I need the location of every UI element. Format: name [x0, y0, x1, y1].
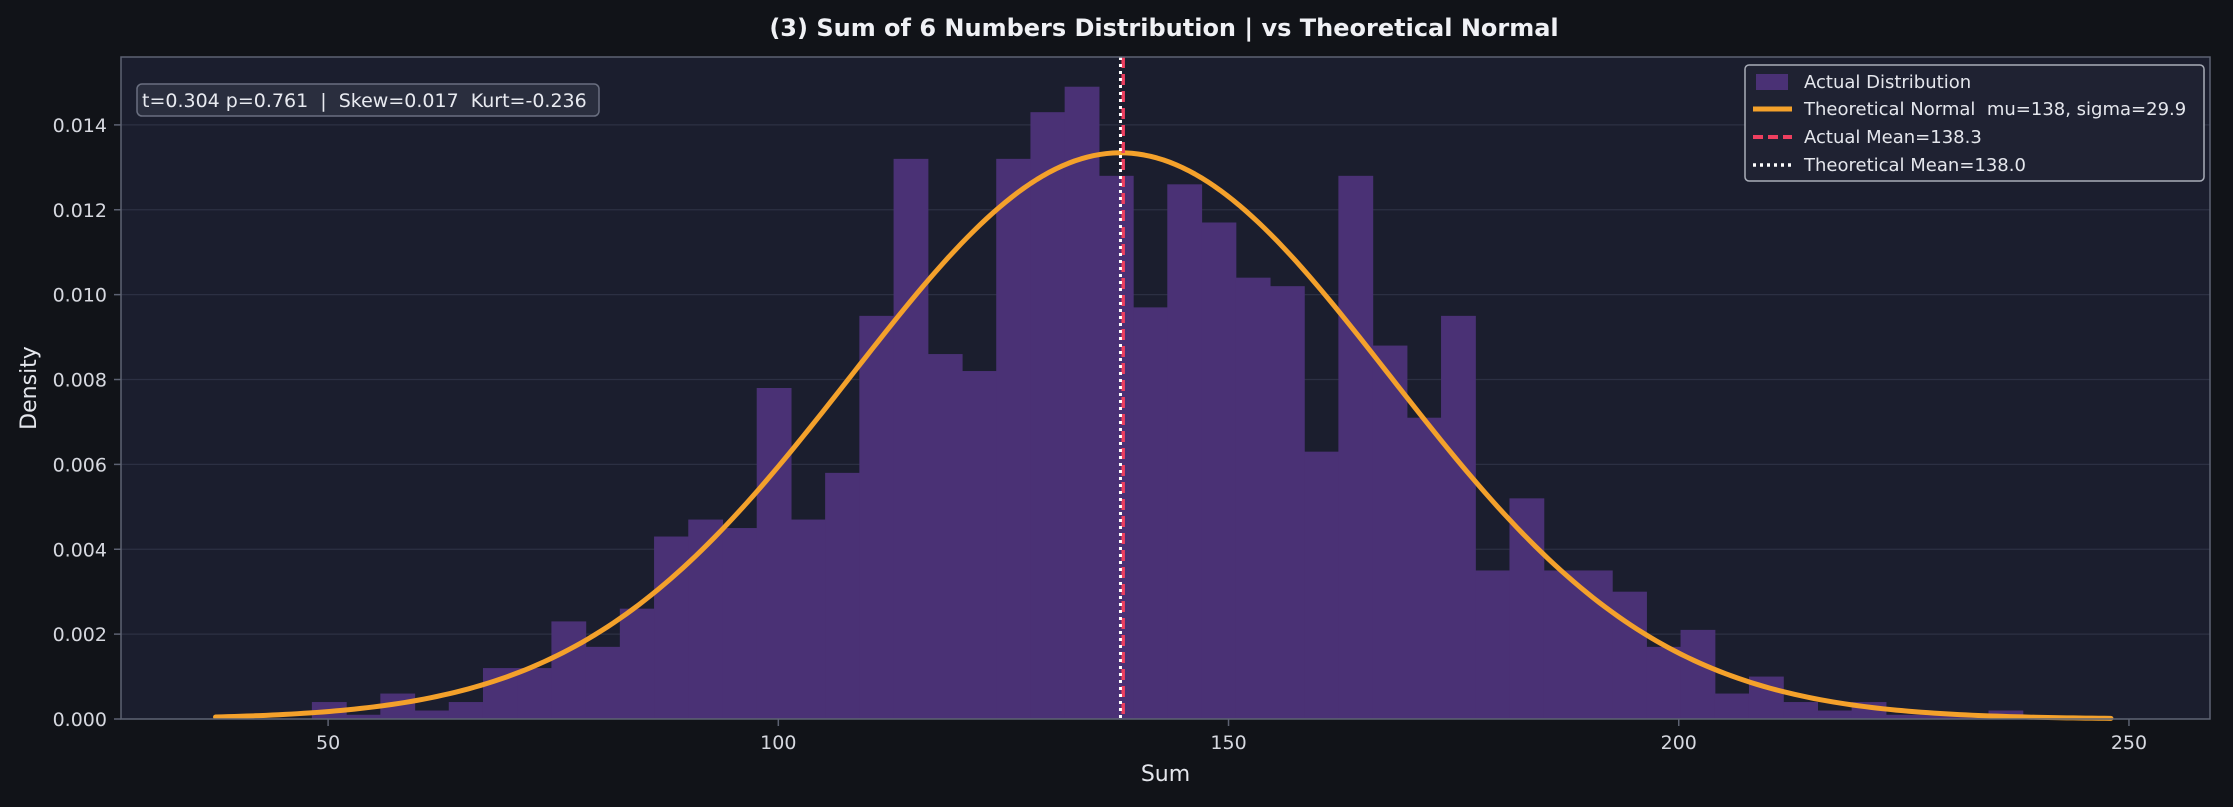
x-tick-label: 50 [316, 732, 340, 754]
histogram-bar [962, 371, 997, 719]
histogram-bar [1680, 629, 1716, 719]
histogram-bar [346, 714, 381, 719]
histogram-bar [1338, 175, 1374, 720]
histogram-bar [1441, 315, 1476, 719]
x-axis-label: Sum [1141, 762, 1190, 787]
histogram-bar [1064, 86, 1100, 719]
histogram-bar [1167, 184, 1203, 720]
histogram-bar [688, 519, 724, 719]
stats-annotation: t=0.304 p=0.761 | Skew=0.017 Kurt=-0.236 [142, 90, 587, 112]
y-tick-label: 0.000 [53, 709, 107, 731]
histogram-bar [1817, 710, 1853, 719]
histogram-bar [619, 608, 655, 719]
histogram-bar [1475, 570, 1511, 719]
histogram-bar [1098, 175, 1134, 720]
x-tick-label: 100 [760, 732, 796, 754]
histogram-bar [1304, 451, 1339, 719]
histogram-bar [1201, 222, 1237, 719]
histogram-bar [1030, 112, 1066, 719]
x-tick-label: 250 [2111, 732, 2147, 754]
y-axis-ticks: 0.000 0.002 0.004 0.006 0.008 0.010 0.012 0.014 [53, 115, 121, 731]
histogram-bar [756, 388, 792, 719]
histogram-bar [1269, 286, 1305, 719]
theoretical-normal-curve [213, 150, 2114, 721]
y-tick-label: 0.014 [53, 115, 107, 137]
histogram-bar [551, 621, 587, 719]
histogram-bar [585, 646, 621, 719]
histogram-bar [1920, 714, 1955, 719]
legend-label-actual-mean: Actual Mean=138.3 [1804, 127, 1982, 148]
y-tick-label: 0.004 [53, 539, 107, 561]
histogram-bar [1885, 714, 1921, 719]
histogram-bar [1372, 345, 1408, 719]
legend-label-theoretical-mean: Theoretical Mean=138.0 [1803, 155, 2026, 176]
y-tick-label: 0.012 [53, 200, 107, 222]
histogram-bar [722, 528, 758, 719]
histogram-bar [927, 354, 963, 719]
histogram-bar [1509, 498, 1545, 719]
histogram-bar [1783, 702, 1819, 719]
histogram-bar [1646, 646, 1682, 719]
histogram-bar [1235, 277, 1271, 719]
histogram-bar [859, 315, 895, 719]
legend-swatch-actual-distribution [1756, 74, 1788, 90]
histogram-bar [996, 158, 1032, 719]
y-tick-label: 0.006 [53, 454, 107, 476]
y-tick-label: 0.002 [53, 624, 107, 646]
histogram-bar [1577, 570, 1613, 719]
y-axis-label: Density [17, 346, 42, 430]
y-tick-label: 0.008 [53, 370, 107, 392]
histogram-bar [893, 158, 929, 719]
stats-annotation-box: t=0.304 p=0.761 | Skew=0.017 Kurt=-0.236 [136, 83, 600, 117]
histogram-bar [1406, 417, 1442, 719]
x-axis-ticks: 50 100 150 200 250 [316, 719, 2147, 754]
y-tick-label: 0.010 [53, 285, 107, 307]
legend: Actual Distribution Theoretical Normal m… [1744, 64, 2205, 182]
histogram-bar [825, 472, 860, 719]
legend-label-actual-distribution: Actual Distribution [1804, 72, 1971, 93]
histogram-bar [790, 519, 826, 719]
x-tick-label: 200 [1661, 732, 1697, 754]
histogram-bar [1714, 693, 1750, 719]
x-tick-label: 150 [1210, 732, 1246, 754]
histogram-bar [448, 702, 484, 719]
histogram-bar [414, 710, 450, 719]
chart-title: (3) Sum of 6 Numbers Distribution | vs T… [769, 14, 1558, 42]
plot-frame [120, 56, 2211, 720]
histogram-bar [1612, 591, 1647, 719]
histogram-bar [517, 668, 553, 719]
legend-label-theoretical-normal: Theoretical Normal mu=138, sigma=29.9 [1803, 99, 2186, 120]
histogram-bar [1133, 307, 1168, 719]
histogram-bar [1543, 570, 1579, 719]
